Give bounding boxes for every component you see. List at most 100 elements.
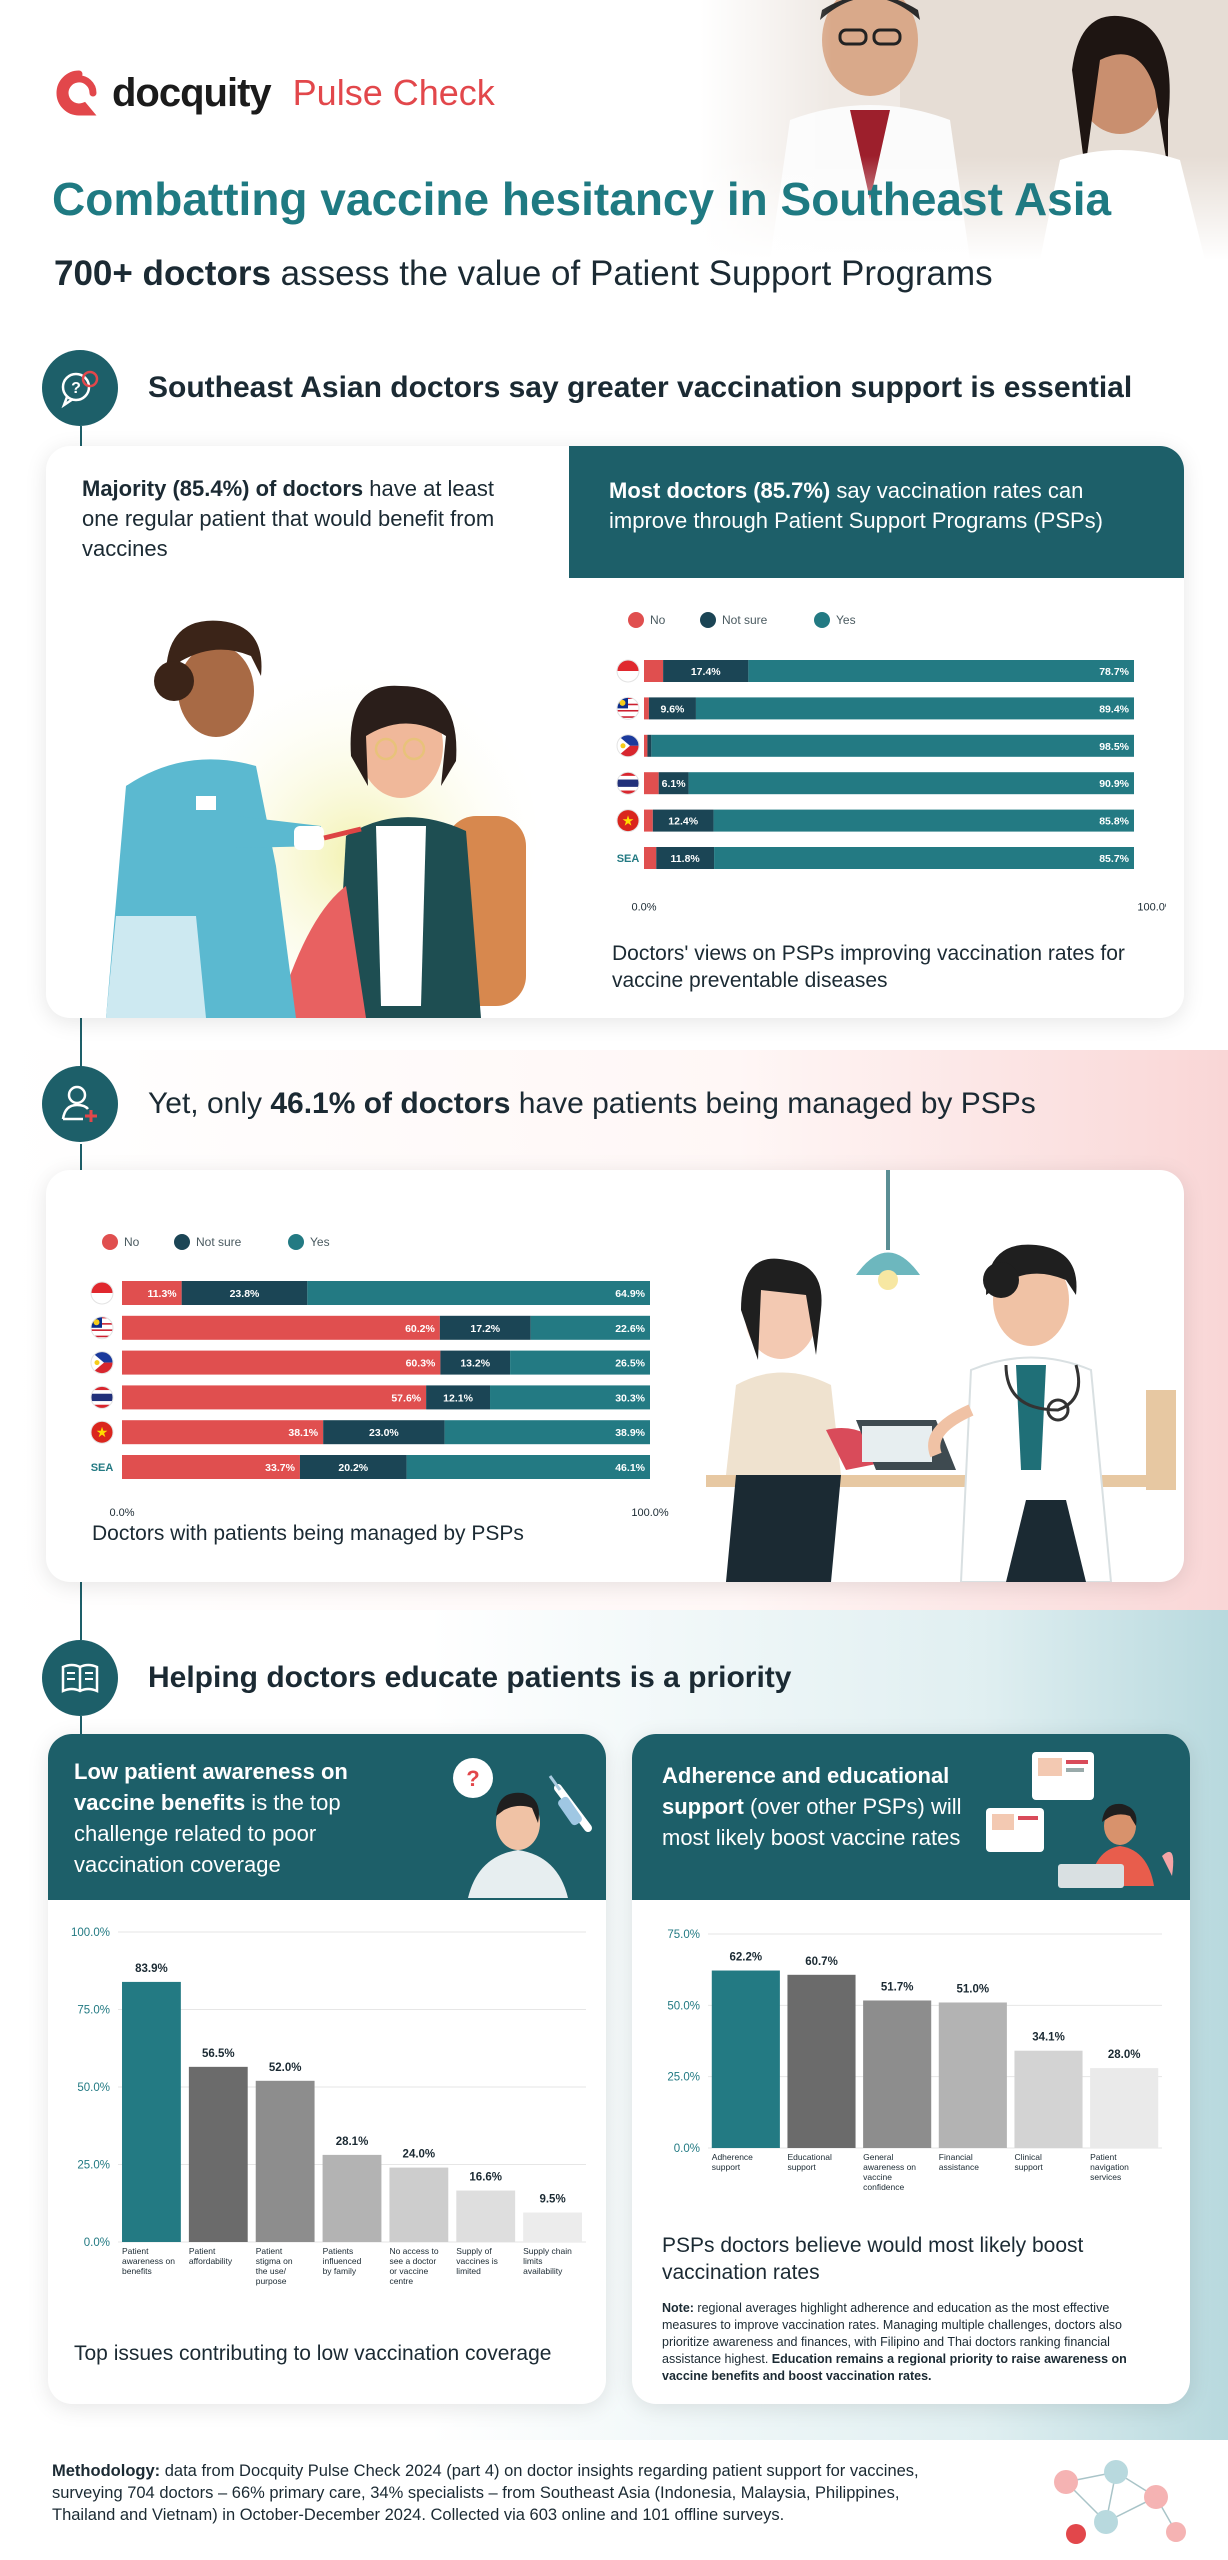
legend-swatch (814, 612, 830, 628)
x-category-label: Patient stigma on the use/purpose (256, 2246, 293, 2286)
bar (523, 2212, 582, 2242)
axis-tick-label: 0.0% (631, 901, 656, 913)
axis-tick-label: 100.0% (1137, 901, 1166, 913)
y-tick-label: 0.0% (84, 2237, 110, 2249)
x-category-label: Adherence support (712, 2152, 753, 2172)
bar-data-label: 30.3% (615, 1392, 645, 1404)
bar-row-indonesia: 11.3% 23.8% 64.9% (90, 1281, 650, 1305)
bar-data-label: 11.8% (671, 853, 701, 865)
bar-value-label: 52.0% (269, 2062, 302, 2074)
flag-id-icon (617, 660, 639, 682)
bar (456, 2190, 516, 2242)
x-category-label: No access to see a doctor or vaccine centre (389, 2246, 438, 2286)
bar-segment-not-sure (652, 809, 714, 832)
bar-data-label: 17.4% (691, 666, 721, 678)
bar-value-label: 60.7% (805, 1956, 838, 1968)
chart-psps-boost-vaccination: 0.0% 25.0% 50.0% 75.0% 62.2% Adherence support… (667, 1929, 1162, 2192)
bar-column: 51.0% Financial assistance (938, 1983, 1007, 2172)
x-category-label: Clinical support (1014, 2152, 1043, 2172)
section2-title-post: have patients being managed by PSPs (510, 1087, 1036, 1120)
bar-segment-yes (530, 1315, 650, 1340)
bar (122, 1981, 181, 2242)
logo-product-name: Pulse Check (292, 72, 495, 113)
flag-th-icon (91, 1386, 113, 1409)
flag-id-icon (91, 1282, 113, 1304)
bar-segment-not-sure (440, 1350, 511, 1375)
bar-row-vietnam: ★ 12.4% 85.8% (616, 809, 1134, 833)
bar-segment-not-sure (663, 660, 749, 682)
legend-swatch (102, 1234, 118, 1250)
legend-swatch (628, 612, 644, 628)
bar-row-malaysia: 9.6% 89.4% (616, 696, 1134, 720)
page-subtitle: 700+ doctors assess the value of Patient… (54, 254, 993, 294)
methodology-note: Methodology: data from Docquity Pulse Ch… (52, 2460, 932, 2526)
doctor-consultation-illustration (706, 1170, 1176, 1582)
y-tick-label: 75.0% (77, 2005, 110, 2017)
section3-title: Helping doctors educate patients is a pr… (148, 1661, 792, 1694)
chart-legend: No Not sure Yes (102, 1234, 330, 1250)
x-category-label: Patient affordability (189, 2246, 233, 2266)
bar-data-label: 38.1% (288, 1427, 318, 1439)
bar-column: 28.1% Patients influenced by family (322, 2136, 382, 2276)
page-subtitle-bold: 700+ doctors (54, 254, 271, 293)
chart-patients-managed-by-psps: No Not sure Yes 11.3% 23.8% 64.9% 60.2% 17.2% 22… (82, 1196, 682, 1532)
bar-segment-yes (688, 772, 1134, 795)
bar-column: 52.0% Patient stigma on the use/purpose (255, 2062, 315, 2286)
y-tick-label: 0.0% (674, 2143, 700, 2155)
section2-title-pre: Yet, only (148, 1087, 271, 1120)
flag-my-icon (617, 697, 639, 718)
svg-text:?: ? (71, 380, 81, 397)
bar (711, 1970, 780, 2148)
bar-segment-no (122, 1455, 300, 1479)
section3-left-header: Low patient awareness on vaccine benefit… (48, 1734, 606, 1900)
bar-segment-not-sure (439, 1315, 531, 1340)
svg-text:★: ★ (622, 814, 635, 830)
bar-column: 24.0% No access to see a doctor or vaccine c… (389, 2149, 449, 2286)
bar-value-label: 51.7% (881, 1981, 914, 1993)
open-book-icon (42, 1640, 118, 1716)
bar-value-label: 16.6% (469, 2172, 502, 2184)
legend-label: Yes (836, 613, 856, 627)
x-category-label: Financial assistance (939, 2152, 979, 2172)
bar (1090, 2068, 1159, 2148)
bar-segment-yes (510, 1350, 650, 1375)
legend-label: Not sure (722, 613, 768, 627)
docquity-logo-icon (56, 70, 97, 116)
bar-segment-no (122, 1385, 427, 1410)
section1-right-header: Most doctors (85.7%) say vaccination rat… (569, 446, 1184, 578)
logo-wordmark: docquity (112, 70, 272, 115)
bar-segment-not-sure (648, 697, 696, 720)
bar-data-label: 6.1% (662, 778, 687, 790)
bar-segment-not-sure (426, 1385, 491, 1410)
bar-row-sea: SEA 11.8% 85.7% (617, 847, 1134, 869)
bar-row-thailand: 6.1% 90.9% (616, 771, 1134, 795)
x-category-label: Educational support (787, 2152, 832, 2172)
bar-segment-yes (490, 1385, 650, 1410)
flag-my-icon (91, 1316, 113, 1338)
y-tick-label: 50.0% (77, 2082, 110, 2094)
y-tick-label: 50.0% (667, 2000, 700, 2012)
bar-data-label: 20.2% (338, 1462, 368, 1474)
section3-right-statement: Adherence and educational support (over … (662, 1760, 962, 1853)
bar-data-label: 13.2% (460, 1358, 490, 1370)
category-label: SEA (91, 1462, 114, 1474)
bar-segment-no (644, 772, 659, 795)
bar-data-label: 85.7% (1099, 853, 1129, 865)
bar-column: 28.0% Patient navigation services (1090, 2049, 1159, 2182)
methodology-text: data from Docquity Pulse Check 2024 (par… (52, 2462, 919, 2524)
bar-value-label: 62.2% (730, 1952, 763, 1964)
bar (322, 2154, 382, 2242)
docquity-logo[interactable]: docquity Pulse Check (56, 70, 495, 116)
note-label: Note: (662, 2301, 694, 2315)
bar-segment-not-sure (658, 772, 689, 795)
bar-segment-no (644, 660, 664, 682)
svg-text:?: ? (466, 1766, 479, 1791)
section2-heading: Yet, only 46.1% of doctors have patients… (42, 1066, 1036, 1142)
bar-segment-yes (444, 1420, 650, 1445)
legend-label: No (124, 1235, 140, 1249)
section3-left-statement: Low patient awareness on vaccine benefit… (74, 1756, 404, 1880)
header: docquity Pulse Check Combatting va (0, 0, 1228, 325)
section3-left-card: Low patient awareness on vaccine benefit… (48, 1734, 606, 2404)
bar-data-label: 85.8% (1099, 816, 1129, 828)
x-category-label: Supply chain limits availability (523, 2246, 572, 2276)
